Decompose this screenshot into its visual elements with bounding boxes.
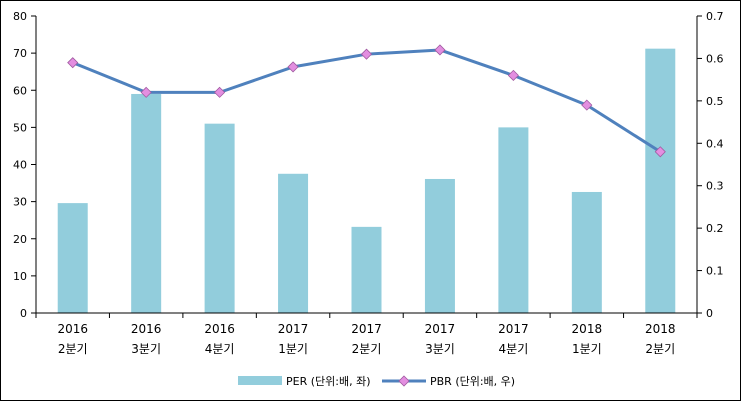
left-tick-label: 30 [13,196,27,209]
x-tick-label-quarter: 2분기 [645,342,675,356]
left-axis: 0 10 20 30 40 50 60 70 80 [13,10,37,320]
left-tick-label: 50 [13,121,27,134]
per-bar [131,93,162,314]
x-tick-label-quarter: 3분기 [425,342,455,356]
x-tick-label-quarter: 4분기 [205,342,235,356]
per-bars [57,48,676,314]
x-tick-label-year: 2017 [425,322,456,336]
x-tick-label-quarter: 1분기 [278,342,308,356]
pbr-point [140,86,152,98]
pbr-point [287,61,299,73]
left-tick-label: 60 [13,84,27,97]
pbr-point [214,86,226,98]
pbr-point [507,69,519,81]
legend-label-per: PER (단위:배, 좌) [286,375,371,388]
x-tick-label-year: 2016 [204,322,235,336]
right-tick-label: 0.2 [706,222,724,235]
x-tick-label-year: 2018 [645,322,676,336]
per-bar [278,173,309,313]
pbr-point [360,48,373,60]
right-axis: 0 0.1 0.2 0.3 0.4 0.5 0.6 0.7 [696,10,724,320]
x-axis: 2016 2분기 2016 3분기 2016 4분기 2017 1분기 2017 2분기 2017 3… [35,312,698,356]
x-tick-label-quarter: 3분기 [131,342,161,356]
x-tick-label-year: 2018 [572,322,603,336]
legend-swatch-pbr-marker [398,375,410,387]
x-tick-label-year: 2017 [351,322,382,336]
x-tick-label-quarter: 2분기 [58,342,88,356]
right-tick-label: 0.4 [706,137,724,150]
left-tick-label: 0 [20,307,27,320]
left-tick-label: 70 [13,47,27,60]
per-bar [571,191,602,313]
legend: PER (단위:배, 좌) PBR (단위:배, 우) [238,375,515,388]
pbr-point [434,44,446,56]
pbr-point [581,99,593,111]
left-tick-label: 20 [13,233,27,246]
left-tick-label: 40 [13,159,27,172]
per-bar [57,203,88,313]
right-tick-label: 0.1 [706,265,724,278]
legend-swatch-per [238,376,282,385]
x-tick-label-quarter: 4분기 [499,342,529,356]
per-bar [204,123,235,313]
left-tick-label: 80 [13,10,27,23]
per-bar [424,178,455,313]
per-bar [645,48,676,314]
legend-label-pbr: PBR (단위:배, 우) [430,375,515,388]
left-tick-label: 10 [13,270,27,283]
pbr-line [67,44,666,158]
x-tick-label-year: 2017 [498,322,529,336]
right-tick-label: 0.3 [706,180,724,193]
x-tick-label-quarter: 1분기 [572,342,602,356]
per-bar [351,226,382,313]
right-tick-label: 0.6 [706,52,724,65]
right-tick-label: 0 [706,307,713,320]
x-tick-label-year: 2017 [278,322,309,336]
right-tick-label: 0.5 [706,95,724,108]
x-tick-label-quarter: 2분기 [352,342,382,356]
right-tick-label: 0.7 [706,10,724,23]
x-tick-label-year: 2016 [57,322,88,336]
pbr-point [654,146,666,158]
pbr-point [67,57,79,69]
per-bar [498,127,529,313]
x-tick-label-year: 2016 [131,322,162,336]
